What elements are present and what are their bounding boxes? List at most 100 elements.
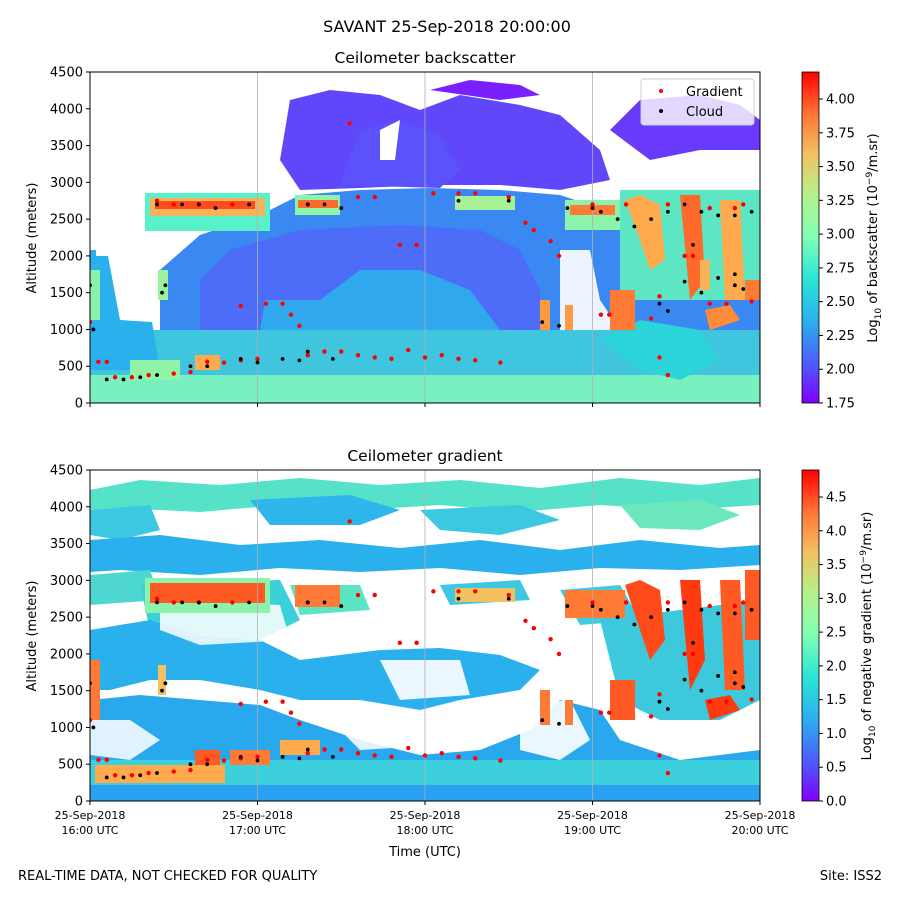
backscatter-x-ticks bbox=[89, 403, 761, 407]
gradient-point bbox=[732, 205, 738, 211]
cloud-point bbox=[322, 600, 327, 605]
gradient-point bbox=[439, 352, 444, 358]
colorbar-tick-label: 1.0 bbox=[826, 727, 847, 742]
cloud-point bbox=[305, 747, 310, 752]
gradient-point bbox=[724, 301, 729, 306]
cloud-point bbox=[741, 685, 746, 689]
cloud-point bbox=[213, 206, 218, 210]
gradient-point bbox=[305, 352, 310, 358]
cloud-point bbox=[155, 373, 159, 377]
gradient-ylabel: Altitude (meters) bbox=[25, 581, 40, 692]
cloud-point bbox=[749, 209, 754, 214]
gradient-point bbox=[498, 758, 503, 763]
cloud-point bbox=[682, 202, 687, 207]
cloud-point bbox=[615, 217, 620, 222]
cloud-point bbox=[213, 604, 218, 608]
gradient-point bbox=[607, 710, 612, 715]
cloud-point bbox=[163, 681, 168, 686]
cloud-point bbox=[557, 323, 561, 328]
y-tick-label: 4500 bbox=[50, 464, 83, 479]
cloud-point bbox=[506, 198, 511, 203]
gradient-point bbox=[112, 375, 118, 380]
gradient-point bbox=[397, 242, 403, 248]
gradient-point bbox=[690, 253, 696, 259]
cloud-point bbox=[205, 364, 210, 369]
y-tick-label: 3000 bbox=[50, 574, 83, 589]
gradient-point bbox=[732, 603, 738, 609]
gradient-point bbox=[623, 202, 629, 207]
cloud-point bbox=[716, 674, 721, 678]
cloud-point bbox=[163, 283, 168, 288]
gradient-point bbox=[707, 301, 712, 306]
y-tick-label: 4500 bbox=[50, 66, 83, 81]
gradient-point bbox=[129, 773, 135, 778]
y-tick-label: 1500 bbox=[50, 684, 83, 699]
gradient-point bbox=[104, 359, 109, 365]
x-tick-date-label: 25-Sep-2018 bbox=[725, 809, 796, 822]
cloud-point bbox=[649, 217, 654, 222]
gradient-point bbox=[548, 238, 553, 244]
gradient-point bbox=[665, 770, 671, 776]
gradient-point bbox=[96, 757, 101, 763]
gradient-point bbox=[414, 640, 419, 646]
gradient-point bbox=[422, 753, 428, 758]
gradient-point bbox=[648, 316, 654, 321]
gradient-point bbox=[205, 359, 210, 365]
cloud-point bbox=[138, 773, 143, 778]
cloud-point bbox=[305, 600, 310, 605]
y-tick-label: 1000 bbox=[50, 323, 83, 338]
cloud-point bbox=[196, 600, 201, 605]
legend-gradient-marker bbox=[659, 89, 663, 93]
cloud-point bbox=[121, 775, 126, 780]
gradient-point bbox=[598, 312, 604, 317]
gradient-point bbox=[498, 360, 503, 365]
gradient-point bbox=[456, 191, 461, 196]
footer-quality-note: REAL-TIME DATA, NOT CHECKED FOR QUALITY bbox=[18, 869, 318, 884]
cloud-point bbox=[732, 283, 737, 288]
cloud-point bbox=[91, 327, 96, 332]
gradient-point bbox=[590, 202, 595, 207]
backscatter-title: Ceilometer backscatter bbox=[335, 49, 517, 67]
gradient-point bbox=[422, 355, 428, 360]
gradient-point bbox=[339, 349, 344, 354]
gradient-point bbox=[129, 375, 135, 380]
cloud-point bbox=[749, 607, 754, 612]
y-tick-label: 1000 bbox=[50, 721, 83, 736]
gradient-point bbox=[523, 220, 528, 225]
gradient-colorbar: 0.0 0.5 1.0 1.5 2.0 2.5 3.0 3.5 4.0 4.5 bbox=[801, 469, 847, 810]
cloud-point bbox=[160, 290, 164, 295]
gradient-point bbox=[456, 754, 461, 760]
cloud-point bbox=[297, 756, 302, 761]
gradient-point bbox=[146, 372, 151, 378]
cloud-point bbox=[565, 206, 570, 210]
gradient-point bbox=[322, 349, 327, 354]
backscatter-panel: Ceilometer backscatter bbox=[25, 49, 884, 412]
gradient-point bbox=[104, 757, 109, 763]
cloud-point bbox=[196, 202, 201, 207]
cloud-point bbox=[699, 607, 704, 612]
x-tick-date-label: 25-Sep-2018 bbox=[222, 809, 293, 822]
gradient-point bbox=[355, 592, 361, 598]
backscatter-gridlines bbox=[257, 72, 593, 403]
gradient-point bbox=[205, 757, 210, 763]
gradient-point bbox=[372, 355, 377, 360]
gradient-point bbox=[548, 636, 553, 642]
gradient-point bbox=[749, 299, 754, 304]
gradient-point bbox=[90, 717, 93, 723]
gradient-point bbox=[648, 714, 654, 719]
y-tick-label: 4000 bbox=[50, 500, 83, 515]
cloud-point bbox=[716, 213, 721, 218]
y-tick-label: 0 bbox=[75, 397, 83, 412]
gradient-point bbox=[707, 603, 712, 609]
x-tick-time-label: 16:00 UTC bbox=[61, 824, 118, 837]
gradient-point bbox=[146, 770, 151, 776]
cloud-point bbox=[657, 301, 662, 306]
cloud-point bbox=[699, 209, 704, 214]
backscatter-y-axis: 0 500 1000 1500 2000 2500 3000 3500 4000 4500 bbox=[50, 66, 90, 412]
gradient-point bbox=[322, 747, 327, 752]
gradient-point bbox=[221, 360, 227, 365]
cloud-point bbox=[665, 607, 670, 612]
cloud-point bbox=[732, 213, 737, 218]
gradient-point bbox=[431, 589, 436, 594]
cloud-point bbox=[188, 364, 193, 369]
